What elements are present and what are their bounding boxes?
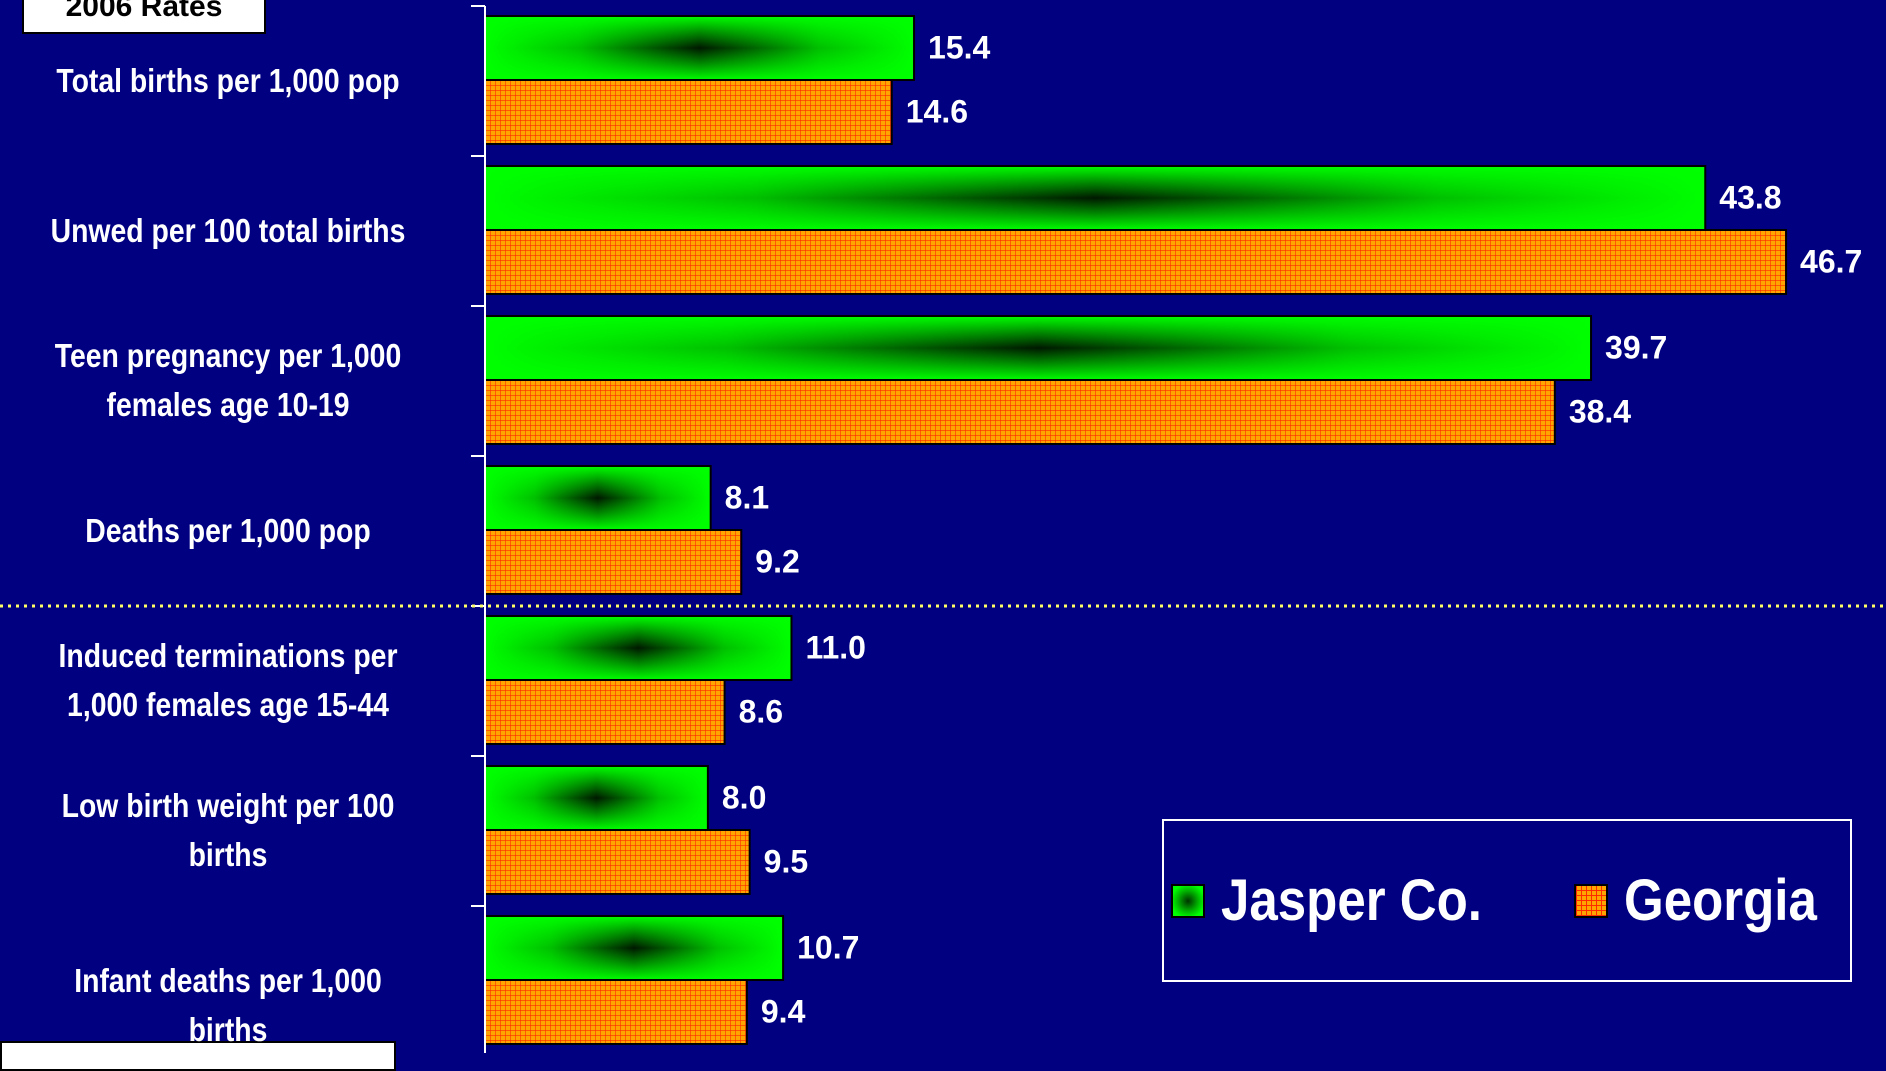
bar-jasper-cat-2 xyxy=(484,315,1593,381)
bar-georgia-cat-6 xyxy=(484,979,748,1045)
bar-georgia-cat-3 xyxy=(484,529,743,595)
value-label-georgia-cat-1: 46.7 xyxy=(1800,243,1863,280)
bar-georgia-cat-1 xyxy=(484,229,1788,295)
value-label-jasper-cat-0: 15.4 xyxy=(928,29,991,66)
category-label-cat-2: Teen pregnancy per 1,000 females age 10-… xyxy=(54,337,402,423)
bar-georgia-cat-0 xyxy=(484,79,893,145)
value-label-jasper-cat-3: 8.1 xyxy=(724,479,770,516)
legend-swatch-georgia xyxy=(1573,883,1608,918)
bar-jasper-cat-4 xyxy=(484,615,793,681)
bar-georgia-cat-2 xyxy=(484,379,1556,445)
legend: Jasper Co. Georgia xyxy=(1162,819,1852,982)
legend-item-georgia: Georgia xyxy=(1573,867,1843,934)
category-label-cat-5: Low birth weight per 100 births xyxy=(61,787,395,873)
value-label-jasper-cat-1: 43.8 xyxy=(1719,179,1782,216)
bar-georgia-cat-4 xyxy=(484,679,726,745)
legend-item-jasper: Jasper Co. xyxy=(1171,867,1518,934)
bar-jasper-cat-5 xyxy=(484,765,709,831)
value-label-georgia-cat-0: 14.6 xyxy=(905,93,969,130)
value-label-georgia-cat-5: 9.5 xyxy=(763,843,809,880)
category-label-cat-3: Deaths per 1,000 pop xyxy=(85,511,371,549)
rates-title-box: 2006 Rates xyxy=(22,0,266,34)
value-label-georgia-cat-3: 9.2 xyxy=(755,543,800,580)
category-label-cat-0: Total births per 1,000 pop xyxy=(56,61,400,99)
value-label-jasper-cat-4: 11.0 xyxy=(805,629,866,666)
category-label-cat-4: Induced terminations per 1,000 females a… xyxy=(58,637,398,723)
value-label-georgia-cat-4: 8.6 xyxy=(738,693,784,730)
bar-jasper-cat-3 xyxy=(484,465,712,531)
value-label-jasper-cat-2: 39.7 xyxy=(1605,329,1668,366)
bar-jasper-cat-6 xyxy=(484,915,785,981)
legend-swatch-jasper xyxy=(1171,883,1206,918)
value-label-jasper-cat-6: 10.7 xyxy=(797,929,860,966)
legend-label-jasper: Jasper Co. xyxy=(1221,868,1483,933)
bar-jasper-cat-1 xyxy=(484,165,1707,231)
value-label-georgia-cat-2: 38.4 xyxy=(1568,393,1632,430)
legend-label-georgia: Georgia xyxy=(1623,868,1817,933)
bar-georgia-cat-5 xyxy=(484,829,751,895)
category-label-cat-6: Infant deaths per 1,000 births xyxy=(74,961,382,1048)
value-label-georgia-cat-6: 9.4 xyxy=(760,993,806,1030)
value-label-jasper-cat-5: 8.0 xyxy=(721,779,767,816)
category-label-cat-1: Unwed per 100 total births xyxy=(50,211,406,249)
bar-jasper-cat-0 xyxy=(484,15,916,81)
rates-title: 2006 Rates xyxy=(65,0,223,23)
